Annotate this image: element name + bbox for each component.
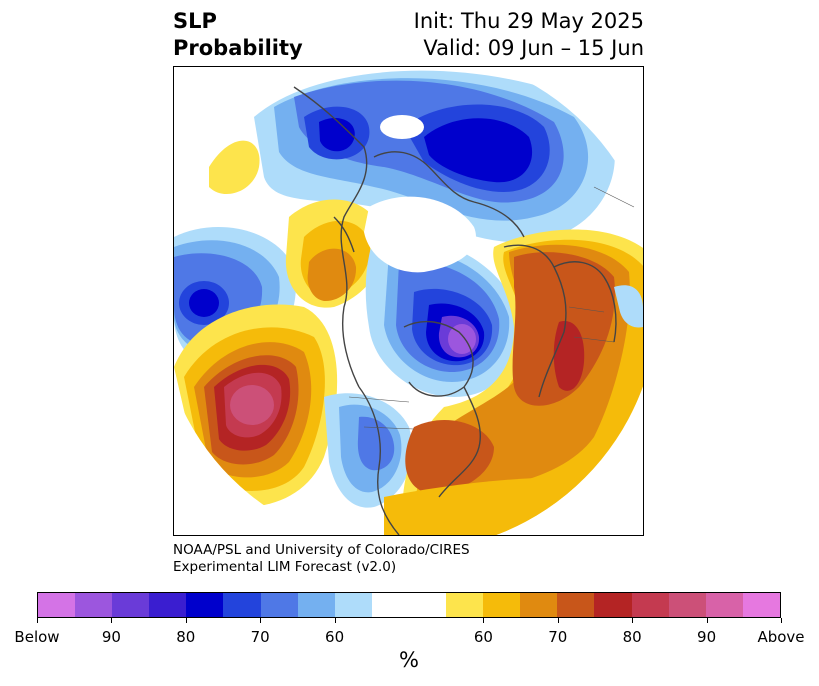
colorbar-swatch (408, 593, 447, 617)
colorbar-swatch (223, 593, 261, 617)
colorbar-tick-label: Below (14, 628, 60, 646)
blue-region-east-edge (614, 285, 643, 328)
colorbar-tick-label: 60 (473, 628, 493, 646)
colorbar-swatch (446, 593, 484, 617)
title-left: SLP Probability (173, 8, 303, 62)
blue-region-west-arctic-deep (319, 118, 355, 152)
colorbar-tick (111, 618, 113, 623)
colorbar-tick-label: 70 (548, 628, 568, 646)
colorbar-swatch (371, 593, 409, 617)
colorbar-swatch (38, 593, 76, 617)
colorbar-tick-label: 90 (697, 628, 717, 646)
init-date: Init: Thu 29 May 2025 (413, 9, 644, 33)
borders (348, 186, 635, 430)
colorbar-swatch (520, 593, 558, 617)
warm-max-pacific (230, 385, 274, 425)
colorbar-tick (706, 618, 708, 623)
colorbar-tick-label: 90 (101, 628, 121, 646)
colorbar-unit: % (399, 648, 419, 672)
colorbar-tick (334, 618, 336, 623)
colorbar-tick (781, 618, 782, 623)
colorbar-tick-label: Above (757, 628, 805, 646)
colorbar-swatch (705, 593, 743, 617)
probability-fields (174, 70, 643, 535)
valid-period: Valid: 09 Jun – 15 Jun (423, 36, 644, 60)
colorbar-tick (632, 618, 634, 623)
blue-region-us-core (357, 416, 395, 471)
credit-institution: NOAA/PSL and University of Colorado/CIRE… (173, 542, 470, 558)
warm-region-north-pacific (209, 140, 260, 195)
probability-map (174, 70, 643, 535)
colorbar-tick (557, 618, 559, 623)
blue-low-pacific-core (189, 289, 219, 317)
coastlines (293, 86, 617, 535)
colorbar-tick-label: 80 (176, 628, 196, 646)
title-right: Init: Thu 29 May 2025 Valid: 09 Jun – 15… (414, 8, 644, 62)
colorbar-swatch (594, 593, 632, 617)
colorbar-swatch (149, 593, 187, 617)
credit: NOAA/PSL and University of Colorado/CIRE… (173, 542, 470, 576)
colorbar-swatch (631, 593, 669, 617)
colorbar-swatch (334, 593, 372, 617)
colorbar-swatch (742, 593, 780, 617)
colorbar-swatch (297, 593, 335, 617)
blue-region-north-deep (424, 118, 533, 183)
colorbar-tick (37, 618, 38, 623)
title-variable: SLP (173, 9, 217, 33)
colorbar (37, 592, 781, 618)
warm-region-eastus-rust (405, 419, 494, 493)
colorbar-swatch (483, 593, 521, 617)
map-panel (173, 66, 644, 536)
colorbar-tick-label: 70 (250, 628, 270, 646)
neutral-arctic-patch (380, 115, 424, 139)
colorbar-swatch (186, 593, 224, 617)
colorbar-swatch (112, 593, 150, 617)
colorbar-tick-label: 80 (622, 628, 642, 646)
colorbar-swatch (75, 593, 113, 617)
colorbar-swatch (260, 593, 298, 617)
colorbar-swatch (557, 593, 595, 617)
colorbar-tick (483, 618, 485, 623)
colorbar-tick (260, 618, 262, 623)
neutral-polar-area (364, 196, 476, 273)
colorbar-tick (185, 618, 187, 623)
colorbar-swatch (668, 593, 706, 617)
credit-product: Experimental LIM Forecast (v2.0) (173, 559, 397, 575)
colorbar-tick-label: 60 (325, 628, 345, 646)
title-quantity: Probability (173, 36, 303, 60)
